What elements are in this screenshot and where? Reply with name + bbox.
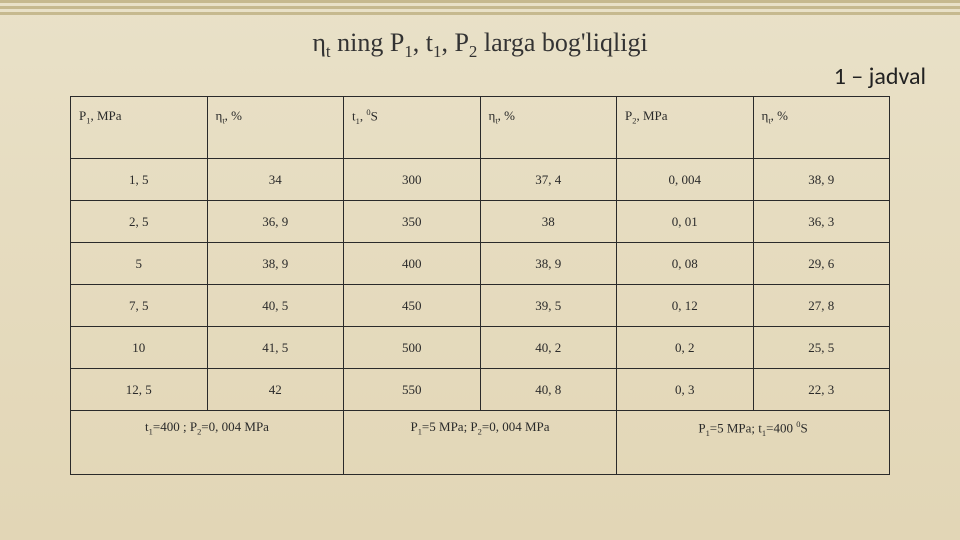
cell: 40, 5	[207, 285, 344, 327]
cell: 12, 5	[71, 369, 208, 411]
footer-text: =5 MPa; P	[422, 419, 478, 434]
cell: 500	[344, 327, 481, 369]
header-text: , %	[225, 108, 242, 123]
cell: 22, 3	[753, 369, 890, 411]
cell: 450	[344, 285, 481, 327]
title-text: ning P	[331, 28, 405, 57]
cell: 37, 4	[480, 159, 617, 201]
cell: 0, 3	[617, 369, 754, 411]
cell: 0, 01	[617, 201, 754, 243]
header-row: P1, MPa ηt, % t1, 0S ηt, % P2, MPa ηt, %	[71, 97, 890, 159]
eta-symbol: η	[312, 28, 326, 57]
footer-text: P	[410, 419, 417, 434]
cell: 0, 004	[617, 159, 754, 201]
title-container: ηt ning P1, t1, P2 larga bog'liqligi	[0, 0, 960, 62]
decor-stripe	[0, 6, 960, 9]
col-header-t1: t1, 0S	[344, 97, 481, 159]
cell: 36, 3	[753, 201, 890, 243]
cell: 0, 2	[617, 327, 754, 369]
cell: 38, 9	[753, 159, 890, 201]
table-row: 7, 5 40, 5 450 39, 5 0, 12 27, 8	[71, 285, 890, 327]
cell: 39, 5	[480, 285, 617, 327]
cell: 350	[344, 201, 481, 243]
table-row: 1, 5 34 300 37, 4 0, 004 38, 9	[71, 159, 890, 201]
cell: 40, 2	[480, 327, 617, 369]
title-text: , P	[441, 28, 468, 57]
cell: 1, 5	[71, 159, 208, 201]
table-body: 1, 5 34 300 37, 4 0, 004 38, 9 2, 5 36, …	[71, 159, 890, 475]
cell: 38	[480, 201, 617, 243]
page-title: ηt ning P1, t1, P2 larga bog'liqligi	[312, 28, 647, 57]
cell: 400	[344, 243, 481, 285]
table-number-label: 1 – jadval	[834, 62, 926, 91]
footer-text: =5 MPa; t	[710, 420, 762, 435]
decor-stripe	[0, 0, 960, 3]
footer-text: =0, 004 MPa	[201, 419, 269, 434]
cell: 2, 5	[71, 201, 208, 243]
cell: 29, 6	[753, 243, 890, 285]
cell: 41, 5	[207, 327, 344, 369]
cell: 5	[71, 243, 208, 285]
col-header-eta3: ηt, %	[753, 97, 890, 159]
footer-cell-1: t1=400 ; P2=0, 004 MPa	[71, 411, 344, 475]
cell: 38, 9	[207, 243, 344, 285]
decor-stripe	[0, 12, 960, 15]
cell: 25, 5	[753, 327, 890, 369]
cell: 0, 12	[617, 285, 754, 327]
cell: 10	[71, 327, 208, 369]
cell: 27, 8	[753, 285, 890, 327]
table-row: 5 38, 9 400 38, 9 0, 08 29, 6	[71, 243, 890, 285]
col-header-eta1: ηt, %	[207, 97, 344, 159]
footer-row: t1=400 ; P2=0, 004 MPa P1=5 MPa; P2=0, 0…	[71, 411, 890, 475]
footer-text: P	[698, 420, 705, 435]
data-table: P1, MPa ηt, % t1, 0S ηt, % P2, MPa ηt, %	[70, 96, 890, 475]
header-text: , MPa	[90, 108, 121, 123]
footer-cell-3: P1=5 MPa; t1=400 0S	[617, 411, 890, 475]
footer-text: =400 ; P	[153, 419, 197, 434]
footer-cell-2: P1=5 MPa; P2=0, 004 MPa	[344, 411, 617, 475]
cell: 7, 5	[71, 285, 208, 327]
title-text: , t	[413, 28, 433, 57]
title-text: larga bog'liqligi	[477, 28, 647, 57]
col-header-eta2: ηt, %	[480, 97, 617, 159]
cell: 38, 9	[480, 243, 617, 285]
col-header-p2: P2, MPa	[617, 97, 754, 159]
cell: 34	[207, 159, 344, 201]
footer-text: =400	[766, 420, 796, 435]
col-header-p1: P1, MPa	[71, 97, 208, 159]
subscript-1: 1	[404, 42, 412, 61]
cell: 0, 08	[617, 243, 754, 285]
table-row: 2, 5 36, 9 350 38 0, 01 36, 3	[71, 201, 890, 243]
cell: 42	[207, 369, 344, 411]
cell: 550	[344, 369, 481, 411]
header-text: , %	[771, 108, 788, 123]
cell: 300	[344, 159, 481, 201]
data-table-container: P1, MPa ηt, % t1, 0S ηt, % P2, MPa ηt, %	[70, 96, 890, 475]
cell: 36, 9	[207, 201, 344, 243]
header-text: , MPa	[636, 108, 667, 123]
cell: 40, 8	[480, 369, 617, 411]
footer-text: =0, 004 MPa	[482, 419, 550, 434]
header-text: S	[371, 108, 378, 123]
table-row: 10 41, 5 500 40, 2 0, 2 25, 5	[71, 327, 890, 369]
table-row: 12, 5 42 550 40, 8 0, 3 22, 3	[71, 369, 890, 411]
header-text: , %	[498, 108, 515, 123]
footer-text: S	[800, 420, 807, 435]
